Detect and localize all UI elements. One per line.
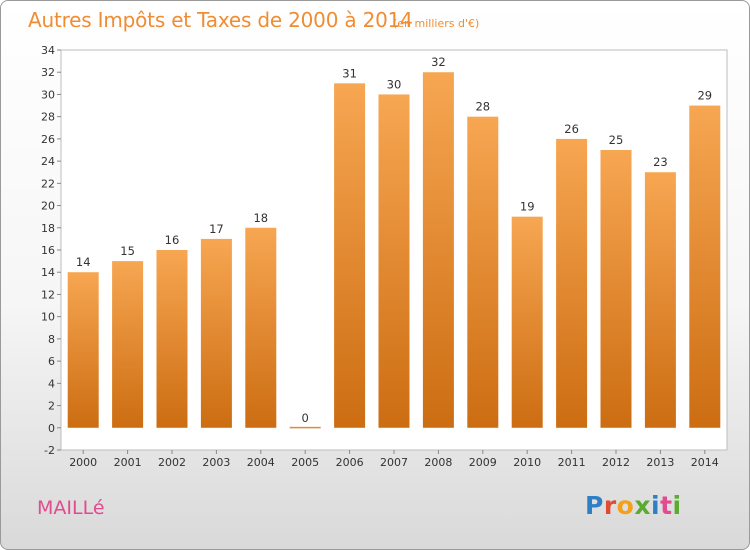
- y-tick-label: 0: [48, 422, 55, 435]
- data-label-2010: 19: [520, 200, 535, 214]
- y-tick-label: 24: [41, 155, 55, 168]
- bar-2014: [689, 105, 721, 428]
- bar-2008: [422, 72, 454, 428]
- y-tick-label: 2: [48, 400, 55, 413]
- x-tick-label-2002: 2002: [158, 456, 186, 469]
- y-tick-label: 8: [48, 333, 55, 346]
- y-tick-label: 28: [41, 111, 55, 124]
- bar-2004: [245, 227, 277, 428]
- bar-2001: [112, 261, 144, 428]
- bar-2009: [467, 116, 499, 428]
- x-tick-label-2013: 2013: [646, 456, 674, 469]
- y-tick-label: 32: [41, 66, 55, 79]
- x-tick-label-2011: 2011: [558, 456, 586, 469]
- x-tick-label-2014: 2014: [691, 456, 719, 469]
- data-label-2011: 26: [564, 122, 579, 136]
- x-tick-label-2006: 2006: [336, 456, 364, 469]
- x-tick-label-2007: 2007: [380, 456, 408, 469]
- data-label-2001: 15: [120, 244, 135, 258]
- y-tick-label: 30: [41, 88, 55, 101]
- commune-name: MAILLé: [37, 497, 105, 519]
- x-tick-label-2001: 2001: [114, 456, 142, 469]
- logo-letter: r: [603, 491, 617, 520]
- x-tick-label-2008: 2008: [424, 456, 452, 469]
- bar-2010: [511, 216, 543, 428]
- bar-2002: [156, 250, 188, 428]
- bar-2011: [556, 138, 588, 428]
- data-label-2004: 18: [253, 211, 268, 225]
- y-tick-label: -2: [44, 444, 55, 457]
- x-tick-label-2004: 2004: [247, 456, 275, 469]
- y-tick-label: 6: [48, 355, 55, 368]
- data-label-2007: 30: [387, 77, 402, 91]
- logo-letter: o: [616, 491, 635, 520]
- y-tick-label: 20: [41, 200, 55, 213]
- bar-2013: [644, 172, 676, 428]
- bar-2012: [600, 150, 632, 428]
- data-label-2012: 25: [609, 133, 624, 147]
- logo-letter: i: [651, 491, 661, 520]
- y-tick-label: 4: [48, 377, 55, 390]
- logo-letter: i: [672, 491, 682, 520]
- bar-2007: [378, 94, 410, 428]
- logo-letter: x: [634, 491, 651, 520]
- data-label-2009: 28: [475, 100, 490, 114]
- data-label-2008: 32: [431, 55, 446, 69]
- chart-title: Autres Impôts et Taxes de 2000 à 2014: [28, 8, 413, 32]
- data-label-2014: 29: [697, 89, 712, 103]
- data-label-2005: 0: [302, 411, 309, 425]
- data-label-2006: 31: [342, 66, 357, 80]
- bar-2000: [67, 272, 99, 428]
- y-tick-label: 14: [41, 266, 55, 279]
- data-label-2002: 16: [165, 233, 180, 247]
- y-tick-label: 26: [41, 133, 55, 146]
- x-tick-label-2012: 2012: [602, 456, 630, 469]
- y-tick-label: 10: [41, 311, 55, 324]
- proxiti-logo: Proxiti: [585, 491, 682, 520]
- chart-subtitle: (en milliers d'€): [393, 17, 480, 30]
- logo-letter: P: [585, 491, 604, 520]
- data-label-2003: 17: [209, 222, 224, 236]
- y-tick-label: 16: [41, 244, 55, 257]
- y-tick-label: 18: [41, 222, 55, 235]
- bar-2005: [289, 426, 321, 429]
- x-tick-label-2010: 2010: [513, 456, 541, 469]
- y-tick-label: 34: [41, 44, 55, 57]
- data-label-2013: 23: [653, 155, 668, 169]
- bar-2006: [334, 83, 366, 428]
- logo-letter: t: [660, 491, 673, 520]
- x-tick-label-2003: 2003: [202, 456, 230, 469]
- data-label-2000: 14: [76, 255, 91, 269]
- x-tick-label-2005: 2005: [291, 456, 319, 469]
- x-tick-label-2000: 2000: [69, 456, 97, 469]
- x-tick-label-2009: 2009: [469, 456, 497, 469]
- y-tick-label: 12: [41, 288, 55, 301]
- y-tick-label: 22: [41, 177, 55, 190]
- bar-2003: [200, 238, 232, 428]
